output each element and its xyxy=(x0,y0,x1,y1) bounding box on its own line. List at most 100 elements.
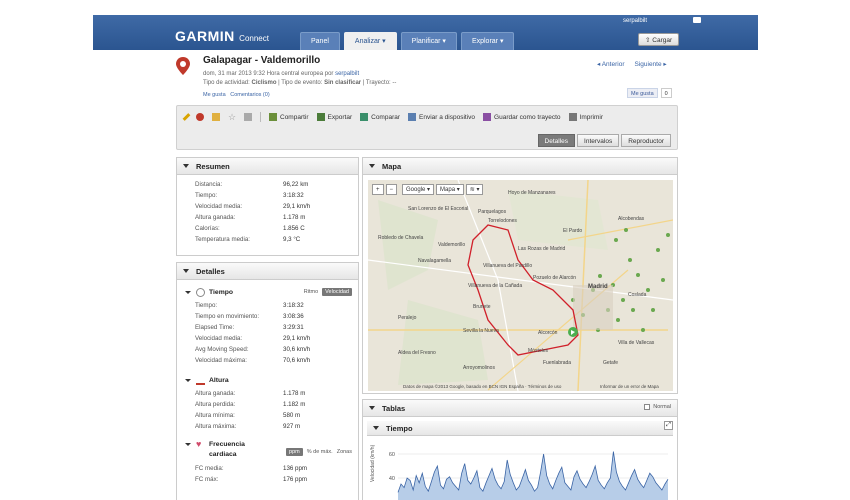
y-tick-label: 60 xyxy=(389,452,395,458)
map-label: Parquelagos xyxy=(478,209,507,215)
home-icon[interactable] xyxy=(244,113,252,121)
collapse-icon xyxy=(185,378,191,382)
star-icon[interactable]: ☆ xyxy=(228,112,237,122)
clock-icon xyxy=(196,287,205,297)
map-label: Villanueva de la Cañada xyxy=(468,283,523,289)
zones-toggle[interactable]: Zonas xyxy=(336,449,352,455)
map-provider-select[interactable]: Google ▾ xyxy=(402,184,435,195)
prev-link[interactable]: ◂ Anterior xyxy=(597,61,625,68)
delete-icon[interactable] xyxy=(196,113,204,121)
tablas-panel: Tablas Normal Tiempo ⤢ Velocidad (km/h) 6… xyxy=(362,399,678,500)
map-label: Las Rozas de Madrid xyxy=(518,246,566,252)
facebook-like-count: 0 xyxy=(660,88,672,98)
event-type[interactable]: Sin clasificar xyxy=(324,80,362,86)
comments-link[interactable]: Comentarios (0) xyxy=(230,92,270,98)
tiempo-chart-header[interactable]: Tiempo xyxy=(367,421,673,436)
tablas-header[interactable]: Tablas xyxy=(363,400,677,417)
ppm-toggle[interactable]: ppm xyxy=(286,448,303,456)
zoom-out-button[interactable]: − xyxy=(385,184,398,195)
user-menu[interactable]: serpalbilt xyxy=(623,18,648,24)
export-button[interactable]: Exportar xyxy=(316,113,352,121)
tab-reproductor[interactable]: Reproductor xyxy=(621,134,671,147)
like-link[interactable]: Me gusta xyxy=(203,92,226,98)
nav-tab-planificar[interactable]: Planificar ▾ xyxy=(400,32,457,50)
map-report-error[interactable]: Informar de un error de Mapa xyxy=(600,384,659,389)
tiempo-section-header[interactable]: Tiempo Ritmo Velocidad xyxy=(177,286,358,298)
stat-row: FC máx: 176 ppm xyxy=(195,476,348,487)
share-button[interactable]: Compartir xyxy=(269,113,309,121)
map-label: Coslada xyxy=(628,292,647,298)
map-type-select[interactable]: Mapa ▾ xyxy=(436,184,464,195)
map-attribution[interactable]: Datos de mapa ©2013 Google, basado en BC… xyxy=(403,384,562,389)
course-icon xyxy=(483,113,492,121)
nav-tab-analizar[interactable]: Analizar ▾ xyxy=(343,32,397,50)
facebook-like: Me gusta 0 xyxy=(627,88,672,98)
expand-chart-button[interactable]: ⤢ xyxy=(664,421,673,430)
social-links: Me gusta Comentarios (0) xyxy=(203,92,270,98)
stat-label: Altura perdida: xyxy=(195,401,236,408)
stat-value: 927 m xyxy=(283,423,301,430)
map-controls: + − xyxy=(372,184,398,195)
velocidad-toggle[interactable]: Velocidad xyxy=(322,288,352,296)
speed-chart-svg[interactable]: Velocidad (km/h) 60 40 xyxy=(368,442,673,500)
stat-row: Tiempo: 3:18:32 xyxy=(195,302,348,313)
mapa-panel: Mapa xyxy=(362,157,678,394)
stat-label: Velocidad media: xyxy=(195,335,243,342)
save-as-course-button[interactable]: Guardar como trayecto xyxy=(483,113,561,121)
normal-toggle[interactable]: Normal xyxy=(644,404,671,410)
resumen-header[interactable]: Resumen xyxy=(177,158,358,175)
print-button[interactable]: Imprimir xyxy=(568,113,603,121)
next-link[interactable]: Siguiente ▸ xyxy=(634,61,667,68)
stat-row: Distancia: 96,22 km xyxy=(195,181,348,192)
upload-button[interactable]: ⇧ Cargar xyxy=(638,33,680,46)
altura-section-header[interactable]: Altura xyxy=(177,374,358,386)
compare-button[interactable]: Comparar xyxy=(360,113,400,121)
stat-label: Altura mínima: xyxy=(195,412,235,419)
layers-button[interactable]: ≋ ▾ xyxy=(465,184,484,195)
stat-value: 1.178 m xyxy=(283,390,306,397)
stat-label: Tiempo: xyxy=(195,302,218,309)
nav-tab-panel[interactable]: Panel xyxy=(300,32,340,50)
stat-row: Calorías: 1.856 C xyxy=(195,225,348,236)
collapse-icon xyxy=(373,426,379,430)
stat-row: Avg Moving Speed: 30,6 km/h xyxy=(195,346,348,357)
send-to-device-button[interactable]: Enviar a dispositivo xyxy=(408,113,475,121)
stat-row: Velocidad media: 29,1 km/h xyxy=(195,335,348,346)
zoom-in-button[interactable]: + xyxy=(372,184,384,195)
main-nav: Panel Analizar ▾ Planificar ▾ Explorar ▾ xyxy=(300,32,515,50)
thumbs-up-icon[interactable] xyxy=(212,113,220,121)
map-canvas[interactable] xyxy=(368,180,673,391)
detalles-header[interactable]: Detalles xyxy=(177,263,358,280)
map-label: Valdemorillo xyxy=(438,242,466,248)
tab-detalles[interactable]: Detalles xyxy=(537,134,576,147)
map-label: Fuenlabrada xyxy=(543,360,572,366)
mail-icon[interactable] xyxy=(693,17,701,23)
author-link[interactable]: serpalbilt xyxy=(335,71,360,77)
garmin-logo[interactable]: GARMIN Connect xyxy=(175,28,269,44)
route-map[interactable]: + − Google ▾ Mapa ▾ ≋ ▾ Hoyo de Manzanar… xyxy=(368,180,673,391)
stat-value: 3:08:36 xyxy=(283,313,304,320)
compare-icon xyxy=(360,113,369,121)
y-tick-label: 40 xyxy=(389,476,395,482)
edit-icon[interactable] xyxy=(182,113,191,121)
facebook-like-button[interactable]: Me gusta xyxy=(627,88,658,98)
map-label: Arroyomolinos xyxy=(463,365,495,371)
map-label: Aldea del Fresno xyxy=(398,350,436,356)
fc-section-header[interactable]: ♥ Frecuencia cardiaca ppm % de máx. Zonas xyxy=(177,440,358,462)
activity-type[interactable]: Ciclismo xyxy=(251,80,277,86)
stat-row: Tiempo en movimiento: 3:08:36 xyxy=(195,313,348,324)
tab-intervalos[interactable]: Intervalos xyxy=(577,134,620,147)
activity-navigation: ◂ Anterior Siguiente ▸ xyxy=(597,60,667,68)
speed-chart[interactable]: Velocidad (km/h) 60 40 xyxy=(368,442,673,500)
normal-checkbox[interactable] xyxy=(644,404,651,410)
ritmo-toggle[interactable]: Ritmo xyxy=(303,289,319,295)
map-label: Torrelodones xyxy=(488,218,517,224)
stat-row: FC media: 136 ppm xyxy=(195,465,348,476)
nav-tab-explorar[interactable]: Explorar ▾ xyxy=(460,32,515,50)
map-label: Sevilla la Nueva xyxy=(463,328,499,334)
stat-row: Altura mínima: 580 m xyxy=(195,412,348,423)
mapa-header[interactable]: Mapa xyxy=(363,158,677,175)
pct-max-toggle[interactable]: % de máx. xyxy=(306,449,333,455)
activity-title[interactable]: Galapagar - Valdemorillo xyxy=(203,55,321,66)
stat-row: Velocidad media: 29,1 km/h xyxy=(195,203,348,214)
